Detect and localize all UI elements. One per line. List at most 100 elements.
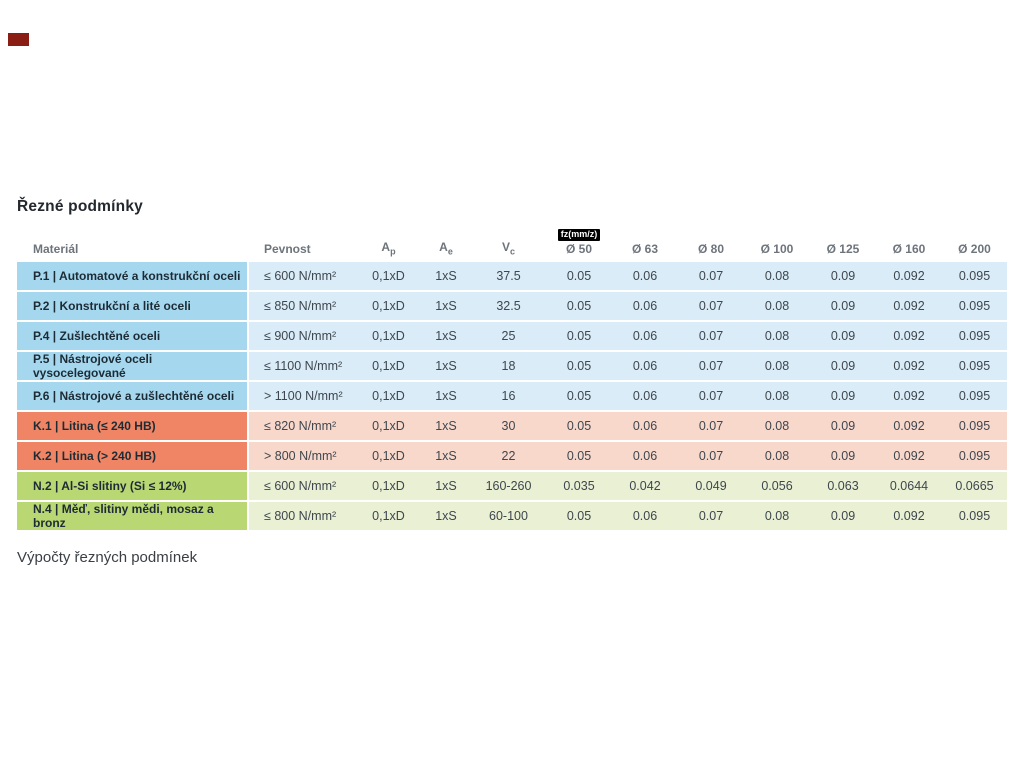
- column-header: Ø 160: [876, 241, 942, 256]
- fz-value-cell: 0.07: [678, 412, 744, 440]
- fz-value-cell: 0.095: [942, 292, 1007, 320]
- column-header-label: Ø 50: [565, 241, 592, 256]
- fz-value-cell: 0.08: [744, 412, 810, 440]
- fz-value-cell: 0.092: [876, 292, 942, 320]
- material-cell: P.4 | Zušlechtěné oceli: [17, 322, 249, 350]
- fz-value-cell: 0.056: [744, 472, 810, 500]
- fz-value-cell: 0.05: [546, 292, 612, 320]
- fz-value-cell: 0.095: [942, 502, 1007, 530]
- fz-value-cell: 0.06: [612, 322, 678, 350]
- material-cell: P.6 | Nástrojové a zušlechtěné oceli: [17, 382, 249, 410]
- fz-value-cell: 0.08: [744, 502, 810, 530]
- column-header: Pevnost: [249, 241, 356, 256]
- table-body: P.1 | Automatové a konstrukční oceli ≤ 60…: [17, 262, 1007, 530]
- column-header: Ap: [356, 239, 421, 256]
- ap-cell: 0,1xD: [356, 382, 421, 410]
- fz-value-cell: 0.07: [678, 292, 744, 320]
- material-cell: K.2 | Litina (> 240 HB): [17, 442, 249, 470]
- fz-value-cell: 0.07: [678, 442, 744, 470]
- section-title: Řezné podmínky: [17, 198, 143, 215]
- fz-value-cell: 0.095: [942, 412, 1007, 440]
- fz-value-cell: 0.07: [678, 262, 744, 290]
- fz-value-cell: 0.06: [612, 352, 678, 380]
- fz-value-cell: 0.06: [612, 412, 678, 440]
- column-header-label: Ø 63: [631, 241, 658, 256]
- vc-cell: 160-260: [471, 472, 546, 500]
- column-header: Ø 200: [942, 241, 1007, 256]
- fz-value-cell: 0.049: [678, 472, 744, 500]
- fz-value-cell: 0.063: [810, 472, 876, 500]
- fz-value-cell: 0.035: [546, 472, 612, 500]
- fz-value-cell: 0.05: [546, 502, 612, 530]
- fz-value-cell: 0.08: [744, 352, 810, 380]
- table-row: P.4 | Zušlechtěné oceli ≤ 900 N/mm² 0,1xD 1…: [17, 322, 1007, 350]
- ae-cell: 1xS: [421, 442, 471, 470]
- red-rectangle-marker: [8, 33, 29, 46]
- material-cell: K.1 | Litina (≤ 240 HB): [17, 412, 249, 440]
- fz-value-cell: 0.095: [942, 382, 1007, 410]
- fz-value-cell: 0.042: [612, 472, 678, 500]
- fz-value-cell: 0.05: [546, 412, 612, 440]
- column-header: Ø 100: [744, 242, 810, 256]
- material-cell: P.5 | Nástrojové oceli vysocelegované: [17, 352, 249, 380]
- fz-value-cell: 0.09: [810, 322, 876, 350]
- fz-value-cell: 0.05: [546, 352, 612, 380]
- column-header-label: Pevnost: [264, 241, 311, 256]
- ap-cell: 0,1xD: [356, 442, 421, 470]
- fz-value-cell: 0.0644: [876, 472, 942, 500]
- fz-value-cell: 0.095: [942, 442, 1007, 470]
- ap-cell: 0,1xD: [356, 262, 421, 290]
- fz-value-cell: 0.05: [546, 442, 612, 470]
- fz-value-cell: 0.092: [876, 352, 942, 380]
- column-header: fz(mm/z) Ø 50: [546, 228, 612, 256]
- fz-value-cell: 0.05: [546, 262, 612, 290]
- fz-value-cell: 0.08: [744, 382, 810, 410]
- fz-value-cell: 0.05: [546, 382, 612, 410]
- fz-value-cell: 0.09: [810, 442, 876, 470]
- pevnost-cell: ≤ 800 N/mm²: [249, 502, 356, 530]
- ap-cell: 0,1xD: [356, 292, 421, 320]
- fz-value-cell: 0.08: [744, 442, 810, 470]
- table-row: K.2 | Litina (> 240 HB) > 800 N/mm² 0,1xD 1…: [17, 442, 1007, 470]
- ae-cell: 1xS: [421, 472, 471, 500]
- pevnost-cell: > 1100 N/mm²: [249, 382, 356, 410]
- pevnost-cell: ≤ 850 N/mm²: [249, 292, 356, 320]
- fz-value-cell: 0.09: [810, 292, 876, 320]
- fz-unit-badge: fz(mm/z): [557, 228, 601, 241]
- column-header-label: Ø 125: [826, 241, 860, 256]
- ae-cell: 1xS: [421, 352, 471, 380]
- fz-value-cell: 0.05: [546, 322, 612, 350]
- fz-value-cell: 0.06: [612, 382, 678, 410]
- table-header-row: Materiál Pevnost Ap Ae Vc fz(mm/z) Ø 50 Ø 63 Ø 8…: [17, 226, 1007, 260]
- fz-value-cell: 0.092: [876, 502, 942, 530]
- column-header-label: Ø 160: [892, 241, 926, 256]
- table-row: K.1 | Litina (≤ 240 HB) ≤ 820 N/mm² 0,1xD 1…: [17, 412, 1007, 440]
- fz-value-cell: 0.07: [678, 502, 744, 530]
- pevnost-cell: ≤ 600 N/mm²: [249, 472, 356, 500]
- vc-cell: 60-100: [471, 502, 546, 530]
- column-header-label: Ø 200: [958, 241, 991, 256]
- column-header-label: Vc: [501, 239, 516, 256]
- cutting-conditions-table: Materiál Pevnost Ap Ae Vc fz(mm/z) Ø 50 Ø 63 Ø 8…: [17, 226, 1007, 530]
- vc-cell: 16: [471, 382, 546, 410]
- fz-value-cell: 0.07: [678, 352, 744, 380]
- column-header: Ø 63: [612, 241, 678, 256]
- ap-cell: 0,1xD: [356, 322, 421, 350]
- material-cell: N.2 | Al-Si slitiny (Si ≤ 12%): [17, 472, 249, 500]
- fz-value-cell: 0.09: [810, 382, 876, 410]
- column-header: Ae: [421, 240, 471, 256]
- table-row: P.5 | Nástrojové oceli vysocelegované ≤ 1…: [17, 352, 1007, 380]
- ae-cell: 1xS: [421, 382, 471, 410]
- column-header: Vc: [471, 239, 546, 256]
- material-cell: P.1 | Automatové a konstrukční oceli: [17, 262, 249, 290]
- table-row: P.1 | Automatové a konstrukční oceli ≤ 60…: [17, 262, 1007, 290]
- column-header: Ø 80: [678, 242, 744, 256]
- column-header-label: Materiál: [33, 241, 79, 256]
- fz-value-cell: 0.08: [744, 292, 810, 320]
- vc-cell: 25: [471, 322, 546, 350]
- column-header-label: Ap: [381, 239, 396, 256]
- ae-cell: 1xS: [421, 412, 471, 440]
- ae-cell: 1xS: [421, 292, 471, 320]
- column-header: Ø 125: [810, 241, 876, 256]
